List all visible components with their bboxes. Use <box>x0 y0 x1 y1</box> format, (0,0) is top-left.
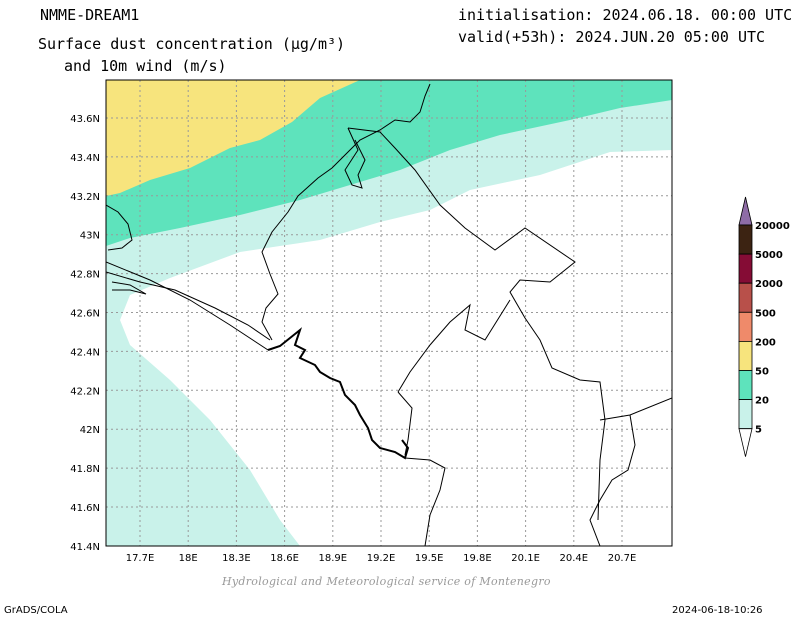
peljesac-line-1 <box>106 261 269 351</box>
legend-swatch <box>738 311 753 342</box>
legend-swatch <box>738 340 753 371</box>
initialisation-time: initialisation: 2024.06.18. 00:00 UTC <box>458 6 793 24</box>
credit-text: Hydrological and Meteorological service … <box>222 575 551 588</box>
coastline <box>106 204 133 251</box>
lon-tick-label: 20.1E <box>511 553 540 564</box>
albania-coast <box>404 457 446 546</box>
lat-tick-label: 41.8N <box>70 464 100 475</box>
render-timestamp: 2024-06-18-10:26 <box>672 605 763 616</box>
lon-tick-label: 20.7E <box>608 553 637 564</box>
lat-tick-label: 43.6N <box>70 114 100 125</box>
legend-swatch <box>738 399 753 430</box>
lon-tick-label: 17.7E <box>126 553 155 564</box>
lat-tick-label: 41.6N <box>70 503 100 514</box>
legend-swatch <box>738 370 753 401</box>
legend-bottom-arrow <box>738 428 753 457</box>
map-frame <box>105 79 673 547</box>
kosovo-border <box>599 397 672 421</box>
lat-tick-label: 42.8N <box>70 270 100 281</box>
lat-tick-label: 43N <box>80 231 100 242</box>
lat-tick-label: 42.2N <box>70 386 100 397</box>
lon-tick-label: 18.3E <box>222 553 251 564</box>
lon-tick-label: 18E <box>179 553 198 564</box>
kosovo-border-2 <box>589 414 636 546</box>
legend-top-arrow <box>738 196 753 226</box>
bih-mne-border <box>347 127 606 521</box>
color-legend: 5 20 50 200 500 2000 5000 20000 <box>738 196 790 457</box>
valid-time: valid(+53h): 2024.JUN.20 05:00 UTC <box>458 28 766 46</box>
lon-tick-label: 18.6E <box>270 553 299 564</box>
lat-tick-label: 42.4N <box>70 347 100 358</box>
latitude-labels: 43.6N 43.4N 43.2N 43N 42.8N 42.6N 42.4N 42.2N 42… <box>70 114 100 553</box>
lon-tick-label: 18.9E <box>319 553 348 564</box>
legend-level-label: 2000 <box>755 279 783 290</box>
legend-level-label: 20 <box>755 396 769 407</box>
coastline-borders <box>106 83 672 546</box>
lon-tick-label: 19.8E <box>463 553 492 564</box>
lon-tick-label: 20.4E <box>560 553 589 564</box>
lat-tick-label: 42N <box>80 425 100 436</box>
lat-tick-label: 41.4N <box>70 542 100 553</box>
dust-band-50-200 <box>106 80 360 196</box>
legend-swatch <box>738 282 753 313</box>
legend-level-label: 5000 <box>755 250 783 261</box>
lat-tick-label: 43.2N <box>70 192 100 203</box>
montenegro-coast <box>267 327 410 460</box>
legend-level-label: 200 <box>755 337 776 348</box>
peljesac-line-2 <box>106 271 271 341</box>
legend-level-label: 20000 <box>755 221 790 232</box>
croatia-border <box>261 83 431 341</box>
legend-level-label: 50 <box>755 367 769 378</box>
lon-tick-label: 19.5E <box>415 553 444 564</box>
dust-field <box>106 80 672 546</box>
legend-swatch <box>738 253 753 284</box>
srb-mne-border <box>397 299 511 393</box>
lat-tick-label: 42.6N <box>70 309 100 320</box>
legend-swatch <box>738 224 753 255</box>
model-name: NMME-DREAM1 <box>40 6 140 24</box>
graticule <box>106 80 672 546</box>
lat-tick-label: 43.4N <box>70 153 100 164</box>
island-line <box>111 281 147 295</box>
legend-level-label: 500 <box>755 308 776 319</box>
grads-label: GrADS/COLA <box>4 605 68 616</box>
map-title-line2: and 10m wind (m/s) <box>64 57 227 75</box>
map-title-line1: Surface dust concentration (µg/m³) <box>38 35 346 53</box>
lon-tick-label: 19.2E <box>367 553 396 564</box>
inner-border-1 <box>344 127 366 189</box>
legend-level-label: 5 <box>755 425 762 436</box>
longitude-labels: 17.7E 18E 18.3E 18.6E 18.9E 19.2E 19.5E 19.8E 20… <box>126 553 637 564</box>
